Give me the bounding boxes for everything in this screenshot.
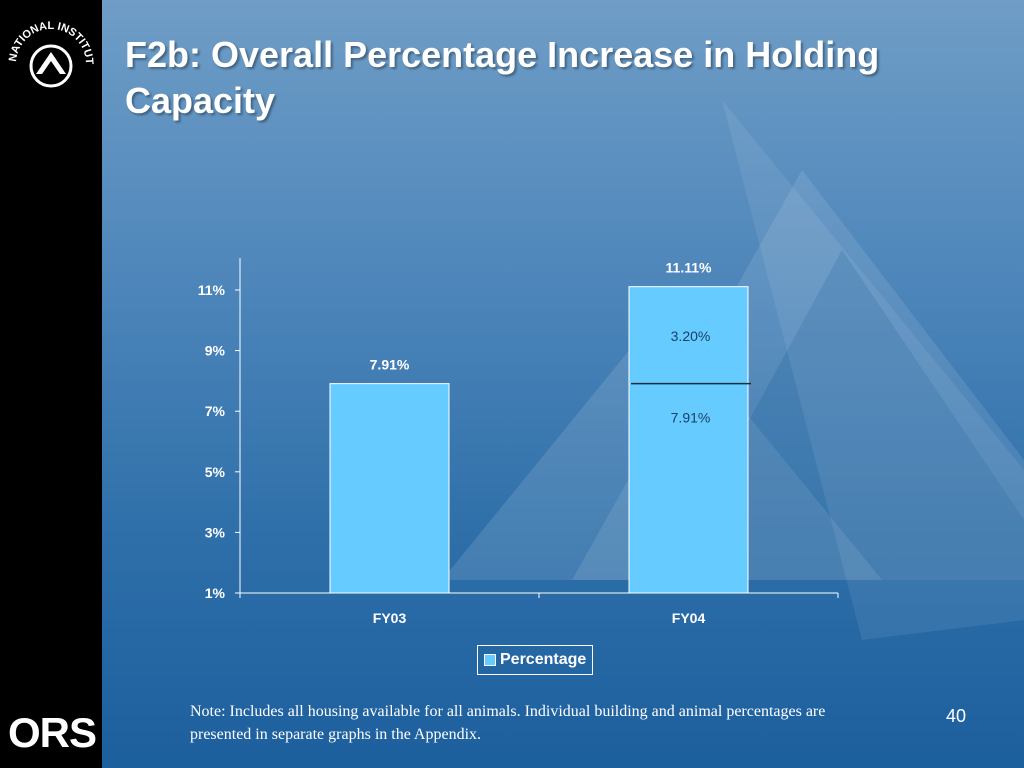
bar-fy04: [628, 286, 749, 594]
y-tick-label: 1%: [205, 585, 226, 601]
nih-logo: NATIONAL INSTITUTES OF HEALTH: [4, 4, 95, 88]
bar-total-label: 11.11%: [666, 260, 712, 276]
y-tick-label: 9%: [205, 343, 226, 359]
bar-total-label: 7.91%: [370, 357, 410, 373]
x-tick-label: FY03: [373, 610, 407, 626]
x-tick-label: FY04: [672, 610, 706, 626]
y-tick-label: 11%: [198, 282, 226, 298]
nih-emblem-icon: [29, 44, 73, 88]
y-tick-label: 3%: [205, 524, 226, 540]
legend-label: Percentage: [500, 651, 587, 668]
y-tick-label: 7%: [205, 403, 226, 419]
left-band: NATIONAL INSTITUTES OF HEALTH ORS: [0, 0, 102, 768]
bar-fy03: [329, 383, 450, 594]
y-tick-label: 5%: [205, 464, 226, 480]
segment-label: 3.20%: [671, 328, 711, 344]
legend-swatch: [484, 654, 496, 666]
footnote: Note: Includes all housing available for…: [190, 703, 826, 743]
chart-legend: Percentage: [477, 645, 594, 675]
slide-title: F2b: Overall Percentage Increase in Hold…: [125, 34, 880, 121]
page-number: 40: [946, 706, 967, 726]
segment-label: 7.91%: [671, 410, 711, 426]
ors-logo: ORS: [8, 709, 97, 756]
